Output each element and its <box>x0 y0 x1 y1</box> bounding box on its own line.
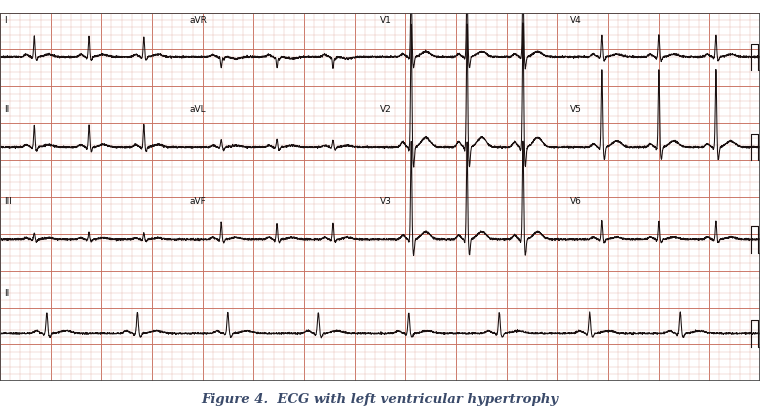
Text: III: III <box>4 197 11 206</box>
Text: V4: V4 <box>570 16 581 25</box>
Text: aVL: aVL <box>190 105 207 114</box>
Text: aVR: aVR <box>190 16 208 25</box>
Text: V1: V1 <box>380 16 392 25</box>
Text: V3: V3 <box>380 197 392 206</box>
Text: V5: V5 <box>570 105 582 114</box>
Text: V2: V2 <box>380 105 391 114</box>
Text: V6: V6 <box>570 197 582 206</box>
Text: Figure 4.  ECG with left ventricular hypertrophy: Figure 4. ECG with left ventricular hype… <box>201 393 559 406</box>
Text: I: I <box>4 16 6 25</box>
Text: aVF: aVF <box>190 197 207 206</box>
Text: II: II <box>4 105 9 114</box>
Text: II: II <box>4 289 9 298</box>
